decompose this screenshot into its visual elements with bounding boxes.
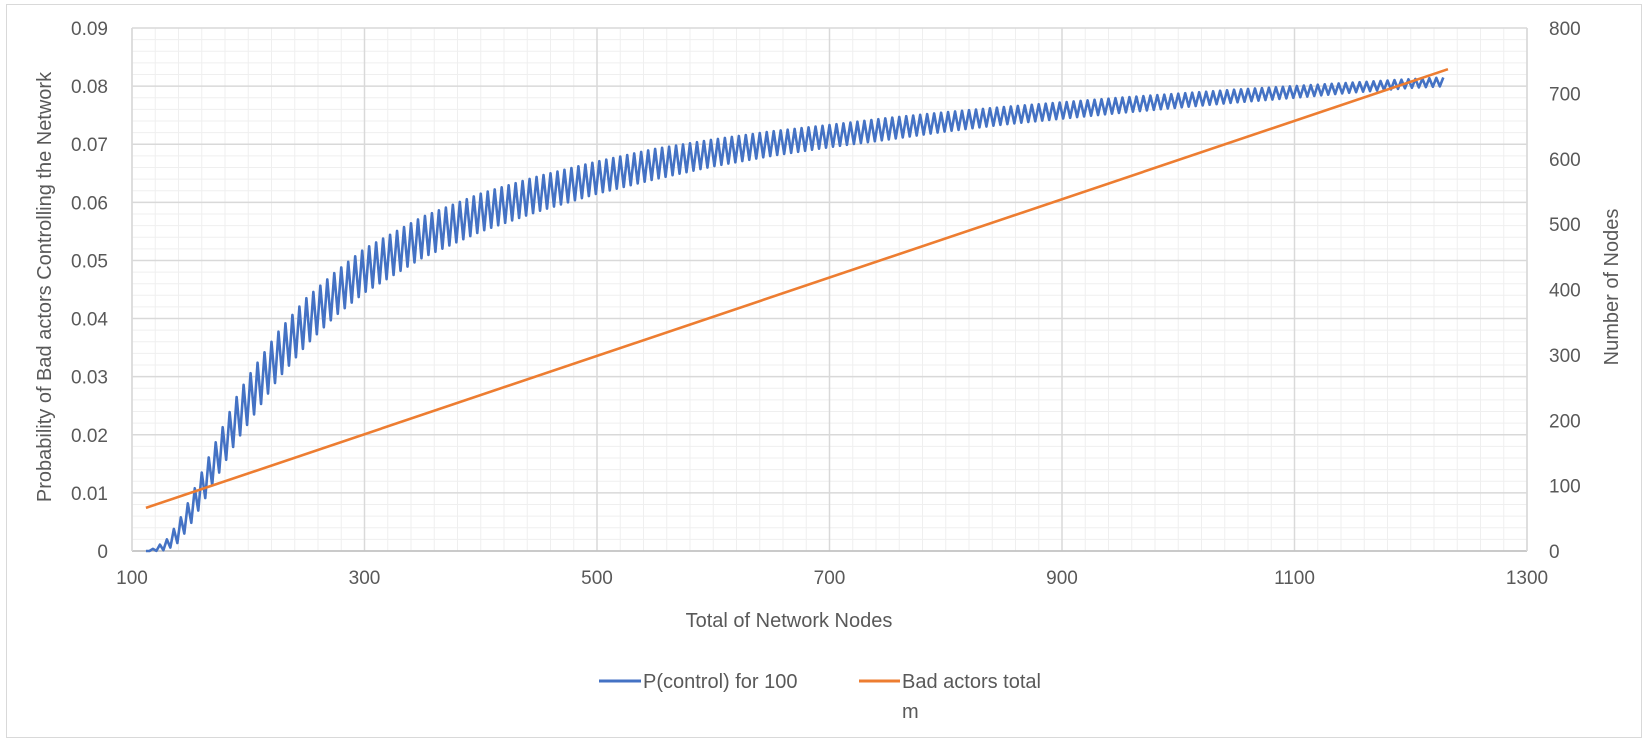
- y-tick-label: 0.03: [71, 368, 108, 389]
- legend-label-bad-actors-line2: m: [902, 701, 919, 723]
- x-axis-title: Total of Network Nodes: [686, 610, 893, 632]
- legend-label-p-control: P(control) for 100: [643, 671, 798, 693]
- y-tick-label: 0.05: [71, 251, 108, 272]
- series-p-control-line: [145, 76, 1445, 553]
- y2-tick-label: 700: [1549, 84, 1581, 105]
- y2-tick-label: 800: [1549, 19, 1581, 40]
- y-tick-label: 0.02: [71, 426, 108, 447]
- legend-label-bad-actors: Bad actors total m: [902, 671, 1047, 723]
- y-tick-label: 0.07: [71, 135, 108, 156]
- plot-area-border: [131, 28, 1528, 552]
- x-tick-label: 700: [814, 568, 846, 589]
- series-layer: [145, 67, 1449, 553]
- y-tick-label: 0.01: [71, 484, 108, 505]
- series-bad-actors-line: [145, 67, 1449, 510]
- y2-tick-label: 200: [1549, 411, 1581, 432]
- legend: P(control) for 100 Bad actors total m: [599, 671, 1047, 723]
- y2-tick-label: 400: [1549, 281, 1581, 302]
- chart-frame: [6, 4, 1642, 738]
- y2-axis-title: Number of Nodes: [1601, 209, 1623, 366]
- y-tick-label: 0.06: [71, 193, 108, 214]
- x-axis-ticks: 100 300 500 700 900 1100 1300: [116, 568, 1548, 589]
- legend-label-bad-actors-line1: Bad actors total: [902, 671, 1041, 693]
- x-tick-label: 300: [349, 568, 381, 589]
- y-axis-ticks: 0 0.01 0.02 0.03 0.04 0.05 0.06 0.07 0.08 0.09: [71, 19, 108, 563]
- y2-tick-label: 500: [1549, 215, 1581, 236]
- x-tick-label: 1300: [1506, 568, 1548, 589]
- y-tick-label: 0: [97, 542, 108, 563]
- y2-tick-label: 100: [1549, 477, 1581, 498]
- y-axis-title: Probability of Bad actors Controlling th…: [34, 71, 56, 502]
- y2-tick-label: 600: [1549, 150, 1581, 171]
- y2-axis-ticks: 0 100 200 300 400 500 600 700 800: [1549, 19, 1581, 563]
- x-tick-label: 1100: [1274, 568, 1315, 589]
- x-tick-label: 500: [581, 568, 613, 589]
- y-tick-label: 0.08: [71, 77, 108, 98]
- x-tick-label: 100: [116, 568, 148, 589]
- x-tick-label: 900: [1046, 568, 1078, 589]
- y2-tick-label: 0: [1549, 542, 1560, 563]
- y-tick-label: 0.04: [71, 310, 108, 331]
- y2-tick-label: 300: [1549, 346, 1581, 367]
- y-tick-label: 0.09: [71, 19, 108, 40]
